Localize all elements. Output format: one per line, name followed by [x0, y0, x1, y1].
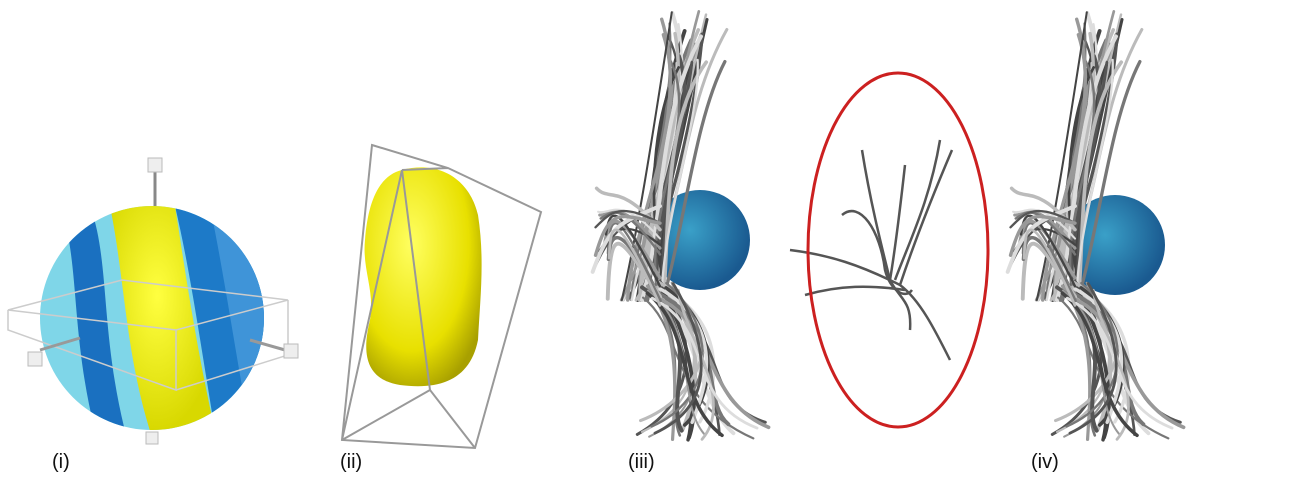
panel-label: (i): [52, 451, 70, 473]
panel-label: (ii): [340, 451, 362, 473]
fiber: [790, 250, 950, 360]
fiber: [805, 287, 905, 295]
panel-label: (iv): [1031, 451, 1059, 473]
panel-label: (iii): [628, 451, 655, 473]
figure: (i) (ii) (iii) (iv): [0, 0, 1309, 477]
blob-panel: [342, 145, 541, 448]
fiber: [900, 150, 952, 285]
fiber: [895, 140, 940, 280]
fiber-bundle: [593, 11, 769, 439]
page: (i) (ii) (iii) (iv) (() => { const data …: [0, 0, 1309, 477]
outlier-fibers: [790, 140, 952, 360]
fiber-bundle: [1008, 11, 1184, 439]
highlight-ellipse: [808, 73, 988, 427]
sphere-panel: [8, 158, 298, 444]
